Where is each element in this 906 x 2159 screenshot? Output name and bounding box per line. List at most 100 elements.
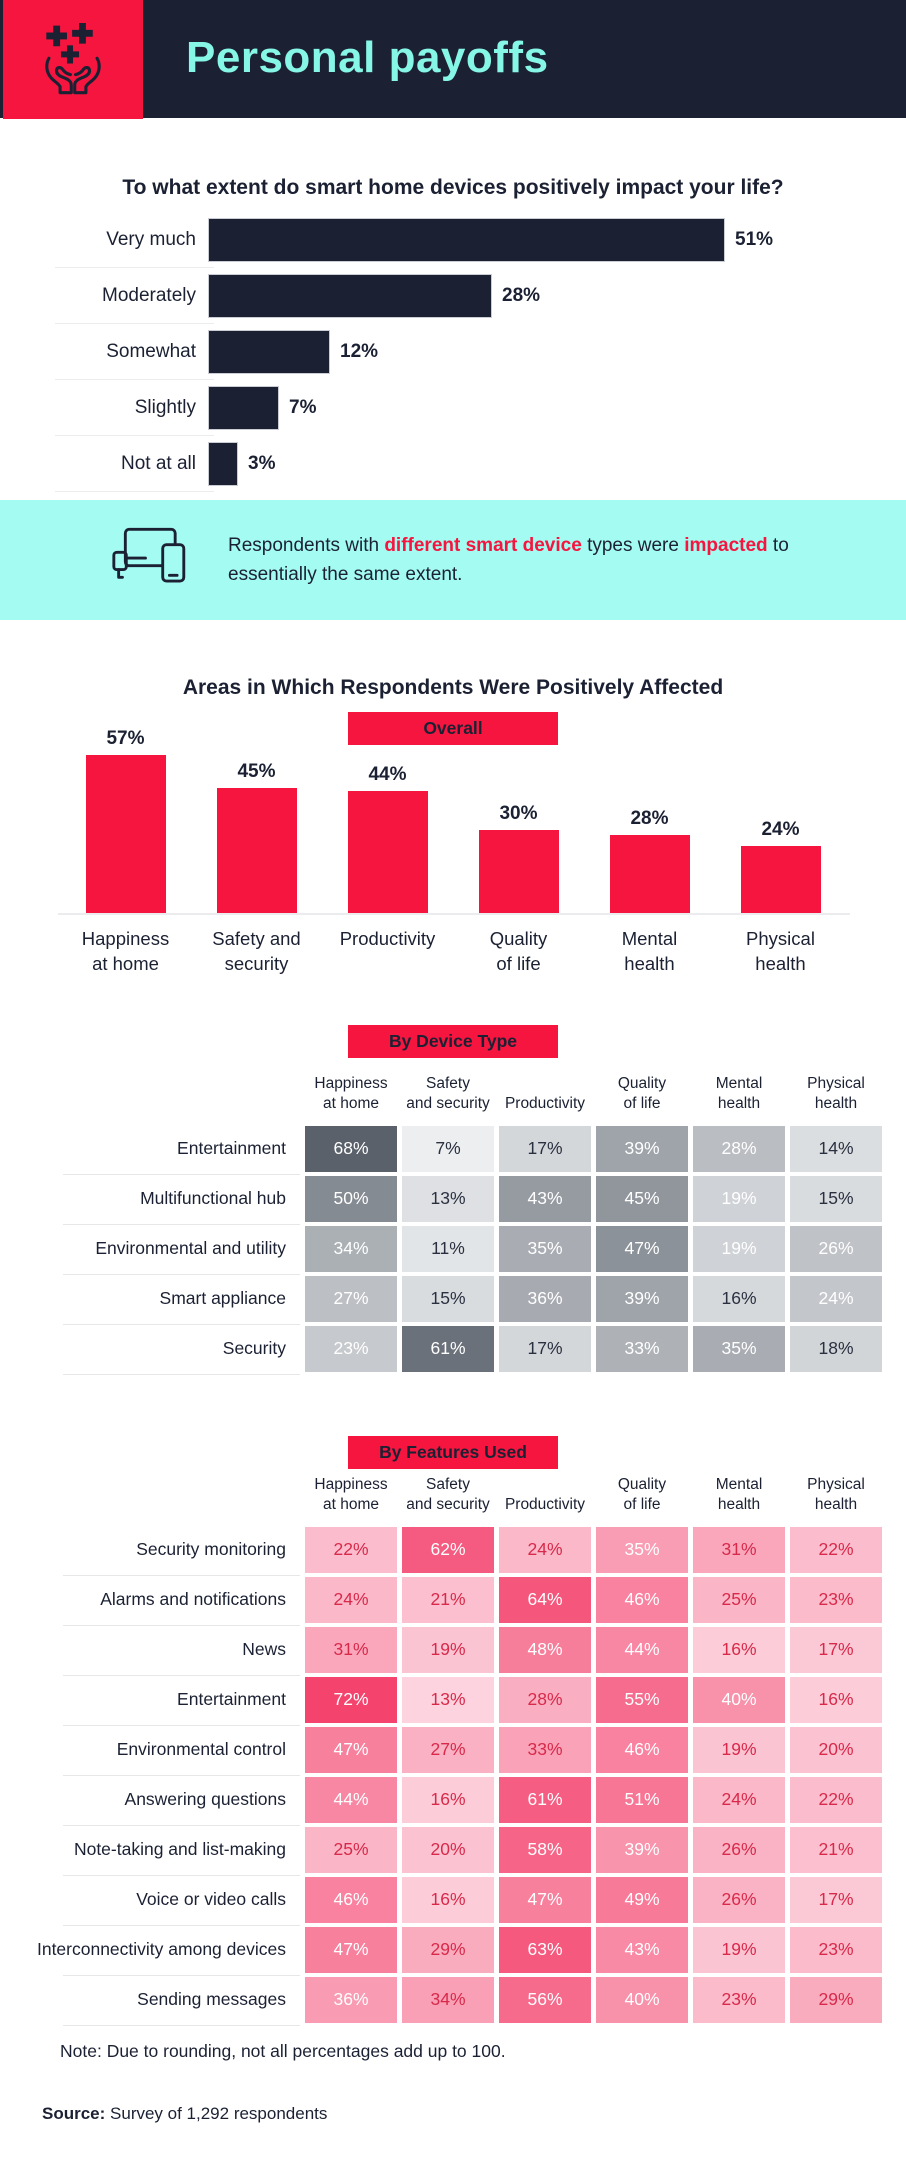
areas-bar-label: Mental health <box>584 927 715 977</box>
areas-bar-label-line: Productivity <box>339 928 436 949</box>
table-column-header-line: of life <box>623 1094 661 1112</box>
areas-bar-label: Happiness at home <box>60 927 191 977</box>
areas-bar-value: 44% <box>368 764 407 785</box>
areas-chart-section: Areas in Which Respondents Were Positive… <box>0 676 906 977</box>
impact-chart-row: Slightly 7% <box>0 380 906 436</box>
table-cell-value: 56% <box>499 1976 591 2023</box>
table-row-label: Voice or video calls <box>8 1877 300 1926</box>
impact-row-label: Somewhat <box>55 324 214 380</box>
table-column-header-line: and security <box>406 1495 490 1513</box>
table-cell-value: 19% <box>693 1175 785 1222</box>
table-column-header-line: Happiness <box>314 1475 388 1493</box>
callout-segment: Respondents with <box>228 534 385 556</box>
areas-chart-labels: Happiness at home Safety and security Produc… <box>60 927 846 977</box>
impact-row-value: 28% <box>502 285 541 306</box>
callout-segment: types were <box>581 534 685 556</box>
table-column-header: Quality of life <box>596 1068 688 1122</box>
areas-chart-baseline <box>58 913 850 915</box>
callout-text: Respondents with different smart device … <box>228 531 838 590</box>
areas-bar-label-line: health <box>624 952 675 974</box>
impact-chart-row: Not at all 3% <box>0 436 906 492</box>
areas-bar <box>85 755 166 913</box>
table-row-label: Answering questions <box>8 1777 300 1826</box>
areas-bar-label-line: Quality <box>489 928 548 949</box>
header-banner: Personal payoffs <box>0 0 906 119</box>
table-row-label: Security <box>8 1326 300 1375</box>
table-cell-value: 43% <box>499 1175 591 1222</box>
areas-bar-label-line: security <box>224 952 289 974</box>
table-cell-value: 61% <box>402 1325 494 1372</box>
impact-chart-title: To what extent do smart home devices pos… <box>122 176 784 199</box>
table-column-header: Safety and security <box>402 1068 494 1122</box>
table-column-header: Physical health <box>790 1068 882 1122</box>
table-cell-value: 24% <box>693 1776 785 1823</box>
impact-row-bar <box>208 442 238 486</box>
features-table-badge: By Features Used <box>348 1435 558 1469</box>
impact-row-bar <box>208 274 492 318</box>
impact-row-value: 51% <box>735 229 774 250</box>
table-cell-value: 40% <box>693 1676 785 1723</box>
table-cell-value: 17% <box>499 1325 591 1372</box>
table-row-label: Multifunctional hub <box>8 1176 300 1225</box>
table-cell-value: 23% <box>693 1976 785 2023</box>
features-table: Happiness at home Safety and security Produc… <box>8 1469 906 2026</box>
areas-bar-value: 45% <box>237 761 276 782</box>
table-cell-value: 23% <box>790 1926 882 1973</box>
table-column-header-line: at home <box>322 1094 379 1112</box>
areas-bar-label-line: Mental <box>621 928 678 949</box>
table-cell-value: 21% <box>790 1826 882 1873</box>
table-column-header-line: Safety <box>426 1475 470 1493</box>
table-cell-value: 44% <box>305 1776 397 1823</box>
table-column-header: Safety and security <box>402 1469 494 1523</box>
impact-chart-rows: Very much 51% Moderately 28% Somewhat 12% Slig… <box>0 212 906 492</box>
areas-bar <box>478 830 559 913</box>
areas-bar-label-line: Safety and <box>212 928 301 949</box>
table-cell-value: 28% <box>693 1125 785 1172</box>
table-column-header: Productivity <box>499 1469 591 1523</box>
table-column-header-line: health <box>717 1094 761 1112</box>
table-cell-value: 19% <box>693 1726 785 1773</box>
device-table-badge: By Device Type <box>348 1024 558 1058</box>
impact-row-label: Slightly <box>55 380 214 436</box>
table-cell-value: 13% <box>402 1676 494 1723</box>
areas-bar <box>216 788 297 913</box>
areas-bar-value: 28% <box>630 808 669 829</box>
impact-row-label: Very much <box>55 212 214 268</box>
table-cell-value: 46% <box>305 1876 397 1923</box>
table-cell-value: 34% <box>305 1225 397 1272</box>
table-row-label: Interconnectivity among devices <box>8 1927 300 1976</box>
impact-row-label: Moderately <box>55 268 214 324</box>
table-cell-value: 46% <box>596 1576 688 1623</box>
table-cell-value: 20% <box>790 1726 882 1773</box>
table-cell-value: 29% <box>402 1926 494 1973</box>
table-cell-value: 40% <box>596 1976 688 2023</box>
source-text: Survey of 1,292 respondents <box>105 2103 328 2123</box>
table-cell-value: 20% <box>402 1826 494 1873</box>
table-cell-value: 51% <box>596 1776 688 1823</box>
table-cell-value: 58% <box>499 1826 591 1873</box>
table-cell-value: 22% <box>305 1526 397 1573</box>
table-column-header-line: Quality <box>617 1074 667 1092</box>
table-column-header-line: Quality <box>617 1475 667 1493</box>
overall-badge: Overall <box>348 712 558 745</box>
areas-bar-column: 57% <box>60 728 191 913</box>
table-cell-value: 63% <box>499 1926 591 1973</box>
table-cell-value: 19% <box>402 1626 494 1673</box>
table-cell-value: 16% <box>693 1626 785 1673</box>
table-column-header-line: Happiness <box>314 1074 388 1092</box>
table-cell-value: 16% <box>693 1275 785 1322</box>
table-cell-value: 22% <box>790 1776 882 1823</box>
note-text: Note: Due to rounding, not all percentag… <box>60 2040 506 2061</box>
table-cell-value: 36% <box>499 1275 591 1322</box>
table-cell-value: 44% <box>596 1626 688 1673</box>
table-column-header-line: of life <box>623 1495 661 1513</box>
table-cell-value: 15% <box>790 1175 882 1222</box>
table-cell-value: 39% <box>596 1826 688 1873</box>
table-column-header: Mental health <box>693 1068 785 1122</box>
table-cell-value: 45% <box>596 1175 688 1222</box>
table-cell-value: 24% <box>305 1576 397 1623</box>
table-row-label: Environmental control <box>8 1727 300 1776</box>
table-corner-cell <box>8 1068 300 1122</box>
impact-row-bar <box>208 330 330 374</box>
source-label: Source: <box>42 2103 106 2123</box>
